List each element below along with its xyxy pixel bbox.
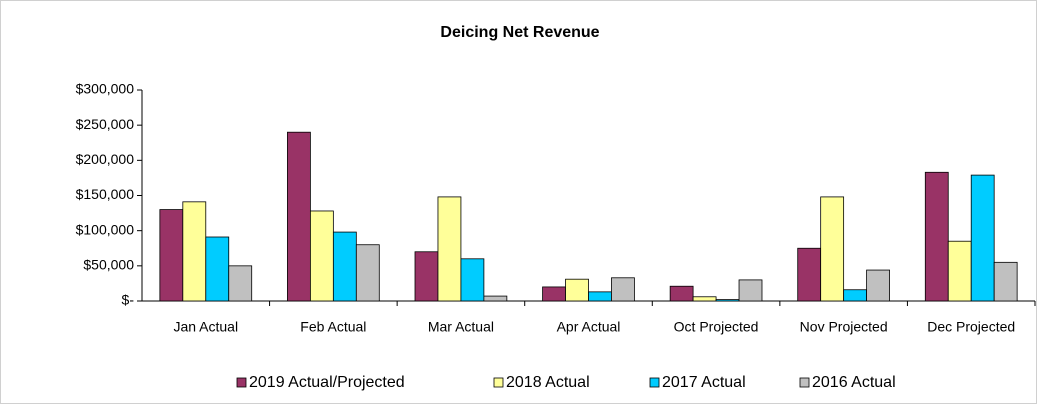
bar xyxy=(205,236,230,302)
bar xyxy=(947,240,972,302)
bar xyxy=(355,244,380,302)
chart-title: Deicing Net Revenue xyxy=(440,24,599,41)
x-tick-label: Oct Projected xyxy=(674,319,759,335)
bar xyxy=(866,269,890,302)
bar xyxy=(588,291,612,302)
bar xyxy=(332,231,357,302)
bar xyxy=(820,196,845,302)
y-tick-label: $250,000 xyxy=(76,116,135,132)
legend-swatch xyxy=(493,377,504,388)
bar xyxy=(611,277,635,302)
legend-label: 2017 Actual xyxy=(662,374,746,391)
bar xyxy=(970,174,995,302)
y-tick-label: $300,000 xyxy=(76,81,135,97)
y-tick-label: $200,000 xyxy=(76,151,135,167)
bar xyxy=(715,299,740,302)
legend-label: 2019 Actual/Projected xyxy=(249,374,405,391)
x-tick-label: Nov Projected xyxy=(800,319,888,335)
legend-swatch xyxy=(799,377,810,388)
bar xyxy=(669,285,694,302)
bar xyxy=(993,261,1018,302)
bar xyxy=(692,296,717,302)
bar xyxy=(437,196,462,302)
y-tick-label: $50,000 xyxy=(83,257,134,273)
legend-swatch xyxy=(236,377,247,388)
bar xyxy=(460,258,485,302)
bar xyxy=(797,247,822,302)
x-tick-label: Apr Actual xyxy=(557,319,621,335)
y-tick-label: $- xyxy=(122,292,135,308)
y-tick-label: $100,000 xyxy=(76,221,135,237)
bar xyxy=(542,286,566,302)
x-tick-label: Jan Actual xyxy=(173,319,238,335)
bar xyxy=(738,279,763,302)
bar xyxy=(414,251,439,302)
y-tick-label: $150,000 xyxy=(76,186,135,202)
bar xyxy=(159,209,184,302)
bar xyxy=(924,171,949,302)
bar xyxy=(309,210,334,302)
bar xyxy=(287,131,311,302)
x-tick-label: Feb Actual xyxy=(300,319,366,335)
bar xyxy=(483,295,508,302)
bar xyxy=(228,265,253,302)
x-tick-label: Mar Actual xyxy=(428,319,494,335)
legend-label: 2016 Actual xyxy=(812,374,896,391)
bar xyxy=(843,289,868,302)
legend-label: 2018 Actual xyxy=(506,374,590,391)
bar xyxy=(182,201,207,302)
x-tick-label: Dec Projected xyxy=(927,319,1015,335)
bar xyxy=(565,278,589,302)
legend-swatch xyxy=(649,377,660,388)
